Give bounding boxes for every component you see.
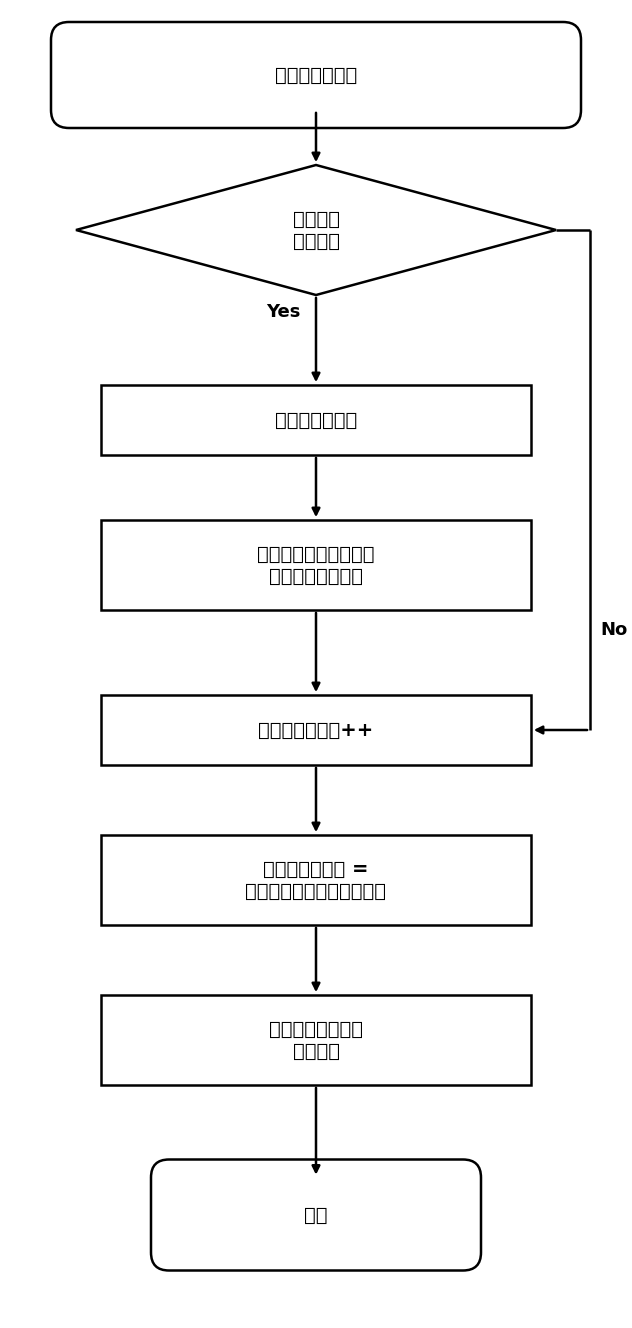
Text: Yes: Yes: [267, 303, 301, 321]
Text: 发送服务响应报文
到服务器: 发送服务响应报文 到服务器: [269, 1020, 363, 1061]
Text: 接收到服务请求: 接收到服务请求: [275, 65, 357, 85]
Text: No: No: [600, 622, 627, 639]
Bar: [101, 695, 531, 765]
Bar: [101, 385, 531, 456]
FancyBboxPatch shape: [51, 23, 581, 127]
Text: 设备端发送序号++: 设备端发送序号++: [258, 721, 374, 740]
Bar: [101, 835, 531, 926]
Bar: [101, 521, 531, 610]
FancyBboxPatch shape: [151, 1159, 481, 1271]
Text: 设备端接收序号 =
接收到的服务请求报文序号: 设备端接收序号 = 接收到的服务请求报文序号: [245, 859, 387, 900]
Text: 解析命令并执行: 解析命令并执行: [275, 410, 357, 429]
Text: 结束: 结束: [304, 1206, 328, 1224]
Polygon shape: [76, 165, 556, 295]
Text: 将命令执行结果组装为
设备服务响应报文: 将命令执行结果组装为 设备服务响应报文: [257, 544, 375, 586]
Text: 检查报文
序号匹配: 检查报文 序号匹配: [293, 210, 339, 251]
Bar: [101, 995, 531, 1085]
